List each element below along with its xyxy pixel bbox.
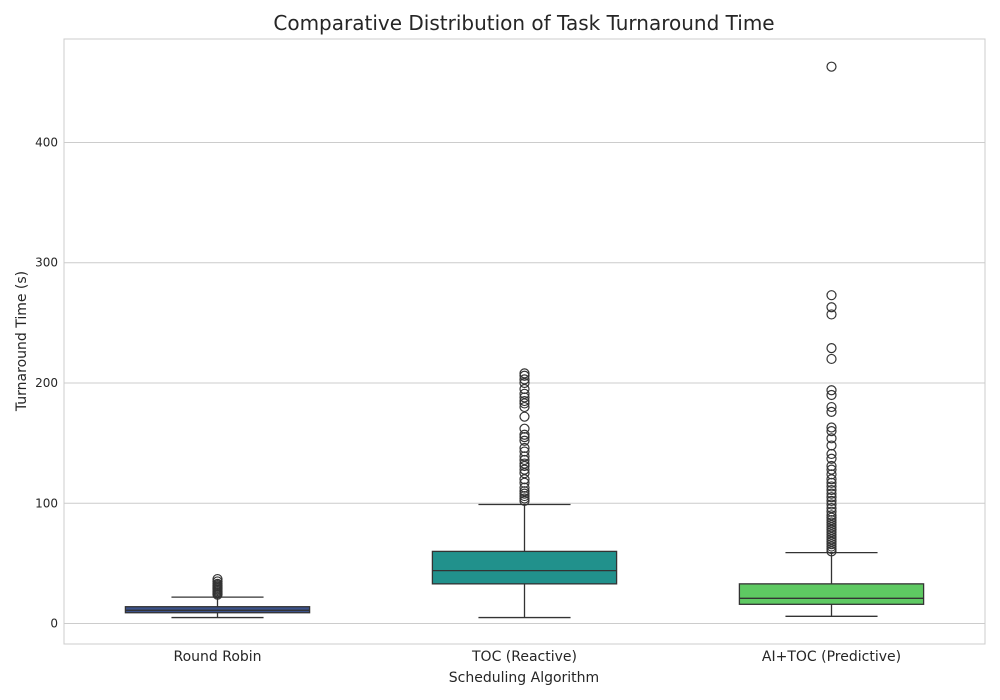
outlier-point [519,377,530,389]
box-group [738,61,925,617]
outlier-point [826,426,837,437]
outlier-point [826,440,837,451]
outlier-point [519,495,530,506]
outlier-point [826,474,837,485]
iqr-box [431,550,618,585]
box-group [124,573,311,619]
outlier-point [826,481,837,492]
outlier-point [826,453,837,464]
outlier-point [826,527,837,538]
outlier-point [212,573,223,585]
outlier-point [519,435,530,446]
outlier-point [519,398,530,409]
outlier-point [519,395,530,407]
outlier-point [826,401,837,413]
outlier-point [826,290,837,301]
outlier-point [519,370,530,381]
outlier-point [826,353,837,365]
outlier-point [519,442,530,454]
outlier-point [826,512,837,523]
outlier-point [826,536,837,547]
outlier-point [826,309,837,320]
outlier-point [519,383,530,395]
tick-layer: 0 100 200 300 400 Round Robin TOC (Reactive) AI… [35,135,901,665]
outlier-point [826,522,837,533]
outlier-point [826,422,837,433]
outlier-point [826,519,837,531]
outlier-point [519,477,530,488]
outlier-point [826,502,837,514]
outlier-point [826,343,837,354]
outlier-point [519,474,530,485]
y-tick-label: 200 [35,376,58,390]
outlier-point [519,423,530,434]
chart-title: Comparative Distribution of Task Turnaro… [273,11,774,35]
outlier-point [826,529,837,540]
y-tick-label: 0 [50,617,58,631]
outlier-point [826,495,837,506]
outlier-point [519,374,530,385]
outlier-point [826,531,837,543]
outlier-point [826,61,837,72]
outlier-point [519,468,530,479]
outlier-point [826,543,837,555]
x-axis-label: Scheduling Algorithm [449,670,599,686]
outlier-point [826,433,837,444]
outlier-point [519,388,530,399]
outlier-point [519,458,530,469]
outlier-point [826,510,837,521]
outlier-point [519,464,530,475]
y-tick-label: 400 [35,135,58,149]
outlier-point [826,499,837,510]
y-tick-label: 100 [35,496,58,510]
outlier-point [519,446,530,457]
x-tick-label: TOC (Reactive) [471,649,577,665]
outlier-point [519,429,530,440]
outlier-point [826,492,837,503]
outlier-point [826,464,837,475]
outlier-point [826,524,837,535]
outlier-point [826,541,837,552]
outlier-point [826,484,837,496]
x-tick-label: Round Robin [173,649,261,665]
outlier-point [826,539,837,550]
outlier-point [519,368,530,379]
y-axis-label: Turnaround Time (s) [14,271,30,412]
outlier-point [212,578,223,589]
outlier-point [826,546,837,557]
y-tick-label: 300 [35,256,58,270]
outlier-point [826,506,837,517]
outlier-point [519,401,530,413]
outlier-point [826,302,837,313]
outlier-point [519,488,530,499]
outlier-point [826,534,837,545]
x-tick-label: AI+TOC (Predictive) [762,649,901,665]
outlier-point [826,389,837,401]
outlier-point [519,411,530,422]
outlier-point [826,460,837,472]
outlier-point [826,517,837,528]
plot-frame [63,38,986,645]
outlier-point [519,493,530,504]
box-group [431,368,618,619]
box-layer [124,61,925,619]
outlier-point [212,576,223,587]
outlier-point [826,488,837,499]
outlier-point [826,406,837,417]
outlier-point [519,460,530,472]
outlier-point [826,385,837,396]
iqr-box [738,583,925,605]
